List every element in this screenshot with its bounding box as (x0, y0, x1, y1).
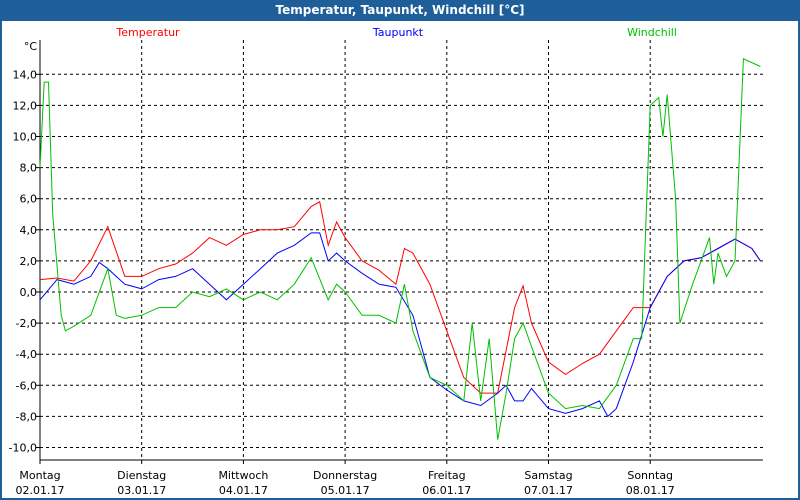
y-tick-label: 6,0 (20, 193, 38, 206)
series-line-taupunkt (39, 232, 761, 418)
legend-windchill: Windchill (627, 26, 677, 39)
x-tick-day: Donnerstag (313, 469, 377, 482)
x-tick-day: Dienstag (117, 469, 166, 482)
y-tick-label: -10,0 (9, 442, 37, 455)
x-tick-date: 08.01.17 (626, 484, 675, 497)
legend-taupunkt: Taupunkt (372, 26, 424, 39)
series-line-windchill (39, 58, 761, 440)
x-tick-date: 07.01.17 (524, 484, 573, 497)
y-tick-label: 8,0 (20, 162, 38, 175)
y-tick-label: -2,0 (16, 317, 37, 330)
x-tick-day: Samstag (524, 469, 572, 482)
x-tick-date: 02.01.17 (16, 484, 65, 497)
x-tick-day: Freitag (428, 469, 466, 482)
y-axis-label: °C (24, 40, 38, 53)
x-tick-date: 05.01.17 (321, 484, 370, 497)
y-tick-label: -4,0 (16, 348, 37, 361)
y-tick-label: -8,0 (16, 410, 37, 423)
y-tick-label: 2,0 (20, 255, 38, 268)
x-tick-date: 04.01.17 (219, 484, 268, 497)
x-tick-date: 03.01.17 (117, 484, 166, 497)
chart-panel (2, 21, 798, 498)
y-tick-label: 0,0 (20, 286, 38, 299)
x-tick-day: Mittwoch (218, 469, 268, 482)
y-tick-label: 10,0 (13, 131, 38, 144)
legend-temperatur: Temperatur (115, 26, 180, 39)
y-tick-label: -6,0 (16, 379, 37, 392)
x-tick-day: Sonntag (627, 469, 673, 482)
y-tick-label: 12,0 (13, 99, 38, 112)
window-title: Temperatur, Taupunkt, Windchill [°C] (275, 3, 525, 17)
x-tick-day: Montag (19, 469, 60, 482)
x-tick-date: 06.01.17 (422, 484, 471, 497)
series-line-temperatur (39, 201, 761, 394)
y-tick-label: 4,0 (20, 224, 38, 237)
y-tick-label: 14,0 (13, 68, 38, 81)
